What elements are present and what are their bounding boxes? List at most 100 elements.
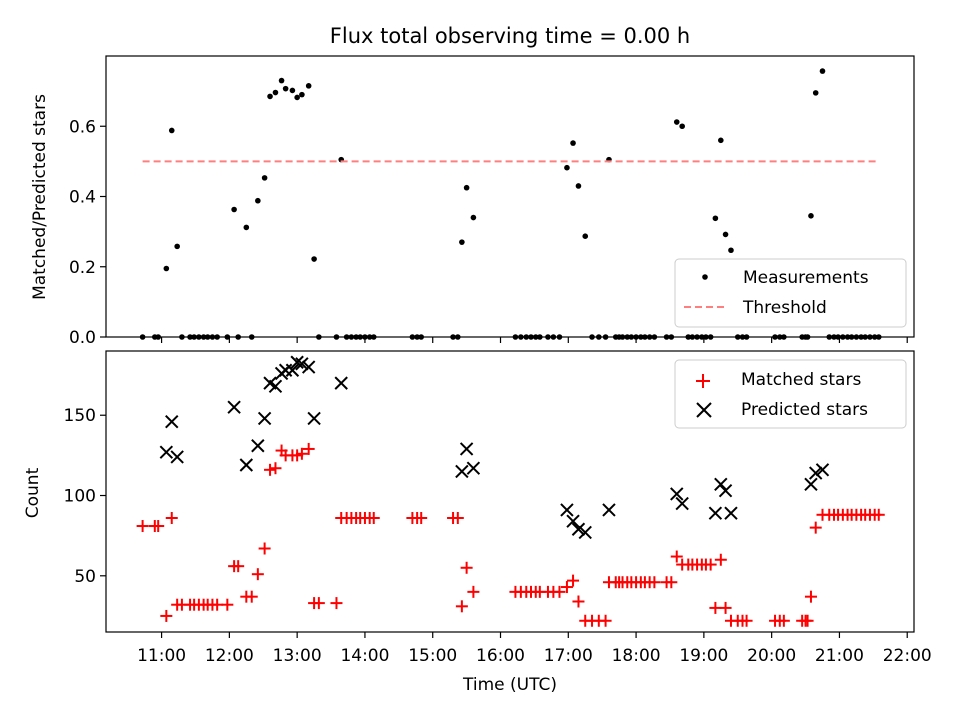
matched-stars-point xyxy=(809,521,822,534)
top-y-axis-label: Matched/Predicted stars xyxy=(30,94,50,300)
legend-matched-stars-label: Matched stars xyxy=(741,370,861,390)
legend-matched-stars-marker xyxy=(696,374,710,388)
matched-stars-point xyxy=(709,601,722,614)
matched-stars-point xyxy=(160,609,173,622)
measurements-point xyxy=(575,183,582,189)
measurements-point xyxy=(174,243,180,250)
matched-stars-point xyxy=(665,576,678,589)
bottom-panel: 50 100 150 11:00 12:00 13:00 14:00 15:00 16:00 1… xyxy=(23,350,932,695)
legend-measurements-label: Measurements xyxy=(743,268,869,288)
predicted-stars-point xyxy=(455,464,469,479)
matched-stars-point xyxy=(451,511,464,524)
measurements-point xyxy=(582,233,589,239)
top-legend: Measurements Threshold xyxy=(674,258,907,328)
measurements-point xyxy=(812,90,819,96)
measurements-point xyxy=(305,83,312,89)
measurements-point xyxy=(718,137,724,144)
predicted-stars-point xyxy=(718,483,733,498)
predicted-stars-point xyxy=(675,496,689,511)
matched-stars-point xyxy=(221,598,234,611)
top-panel: 0.0 0.2 0.4 0.6 Matched/Predicted stars Mea… xyxy=(30,55,915,348)
predicted-stars-point xyxy=(268,379,283,394)
chart-title: Flux total observing time = 0.00 h xyxy=(330,24,690,48)
matched-stars-point xyxy=(295,447,308,460)
matched-stars-point xyxy=(740,614,753,627)
predicted-stars-point xyxy=(602,503,616,517)
predicted-stars-point xyxy=(560,503,574,517)
top-legend-box xyxy=(674,258,907,328)
predicted-stars-point xyxy=(307,411,321,426)
predicted-stars-point xyxy=(578,525,592,540)
predicted-stars-point xyxy=(278,363,293,377)
measurements-point xyxy=(278,77,285,84)
measurements-point xyxy=(722,231,729,238)
legend-predicted-stars-label: Predicted stars xyxy=(741,400,868,420)
measurements-point xyxy=(564,164,570,171)
legend-predicted-stars-marker xyxy=(696,402,712,418)
matched-stars-point xyxy=(553,585,566,598)
top-y-tick-label: 0.2 xyxy=(69,258,96,278)
measurements-point xyxy=(470,214,477,221)
bottom-y-tick-label: 100 xyxy=(64,487,96,507)
predicted-stars-point xyxy=(165,414,179,429)
measurements-point xyxy=(570,140,576,146)
matched-stars-point xyxy=(232,560,245,573)
measurements-point xyxy=(679,123,685,130)
predicted-stars-point xyxy=(227,400,241,414)
matched-stars-point xyxy=(455,600,468,613)
predicted-stars-point xyxy=(295,357,309,371)
predicted-stars-point xyxy=(285,363,300,377)
x-tick-label: 21:00 xyxy=(815,646,864,666)
matched-stars-point xyxy=(165,511,178,524)
measurements-point xyxy=(819,68,826,74)
predicted-stars-point xyxy=(566,514,580,528)
matched-stars-point xyxy=(719,601,732,614)
matched-stars-point xyxy=(269,462,282,475)
predicted-stars-point xyxy=(251,439,265,453)
x-tick-label: 20:00 xyxy=(747,646,796,666)
matched-stars-point xyxy=(560,581,573,594)
matched-stars-point xyxy=(415,511,428,524)
predicted-stars-point xyxy=(290,355,304,369)
predicted-stars-point xyxy=(708,506,723,520)
measurements-point xyxy=(728,247,734,254)
matched-stars-point xyxy=(251,568,264,581)
matched-stars-point xyxy=(704,558,717,571)
predicted-stars-point xyxy=(724,506,738,520)
bottom-plot-frame xyxy=(105,350,915,633)
matched-stars-point xyxy=(648,576,661,589)
measurements-point xyxy=(459,239,465,245)
bottom-legend: Matched stars Predicted stars xyxy=(674,359,907,429)
measurements-point xyxy=(267,93,273,100)
bottom-y-axis-label: Count xyxy=(23,467,43,518)
predicted-stars-point xyxy=(815,463,830,477)
measurements-point xyxy=(673,119,680,125)
x-tick-label: 19:00 xyxy=(679,646,728,666)
x-tick-label: 15:00 xyxy=(408,646,457,666)
measurements-point xyxy=(255,197,261,204)
predicted-stars-point xyxy=(334,376,348,390)
matched-stars-point xyxy=(136,520,149,533)
measurements-point xyxy=(231,206,237,213)
matched-stars-point xyxy=(804,590,817,603)
top-y-tick-label: 0.6 xyxy=(69,117,96,137)
measurements-point xyxy=(168,127,175,134)
legend-threshold-label: Threshold xyxy=(742,298,827,318)
matched-stars-point xyxy=(258,542,271,555)
matched-stars-point xyxy=(801,614,814,627)
matched-stars-point xyxy=(599,614,612,627)
top-y-tick-label: 0.0 xyxy=(69,328,96,348)
measurements-point xyxy=(282,85,289,92)
legend-measurements-marker xyxy=(702,274,708,280)
measurements-point xyxy=(243,224,250,231)
predicted-stars-point xyxy=(257,411,272,426)
matched-stars-point xyxy=(152,520,165,533)
matched-stars-point xyxy=(872,508,885,521)
predicted-stars-point xyxy=(571,522,586,536)
measurements-point xyxy=(294,94,300,101)
matched-stars-point xyxy=(567,574,580,587)
top-y-tick-label: 0.4 xyxy=(69,188,96,208)
predicted-stars-point xyxy=(804,477,818,491)
matched-stars-point xyxy=(460,561,473,574)
